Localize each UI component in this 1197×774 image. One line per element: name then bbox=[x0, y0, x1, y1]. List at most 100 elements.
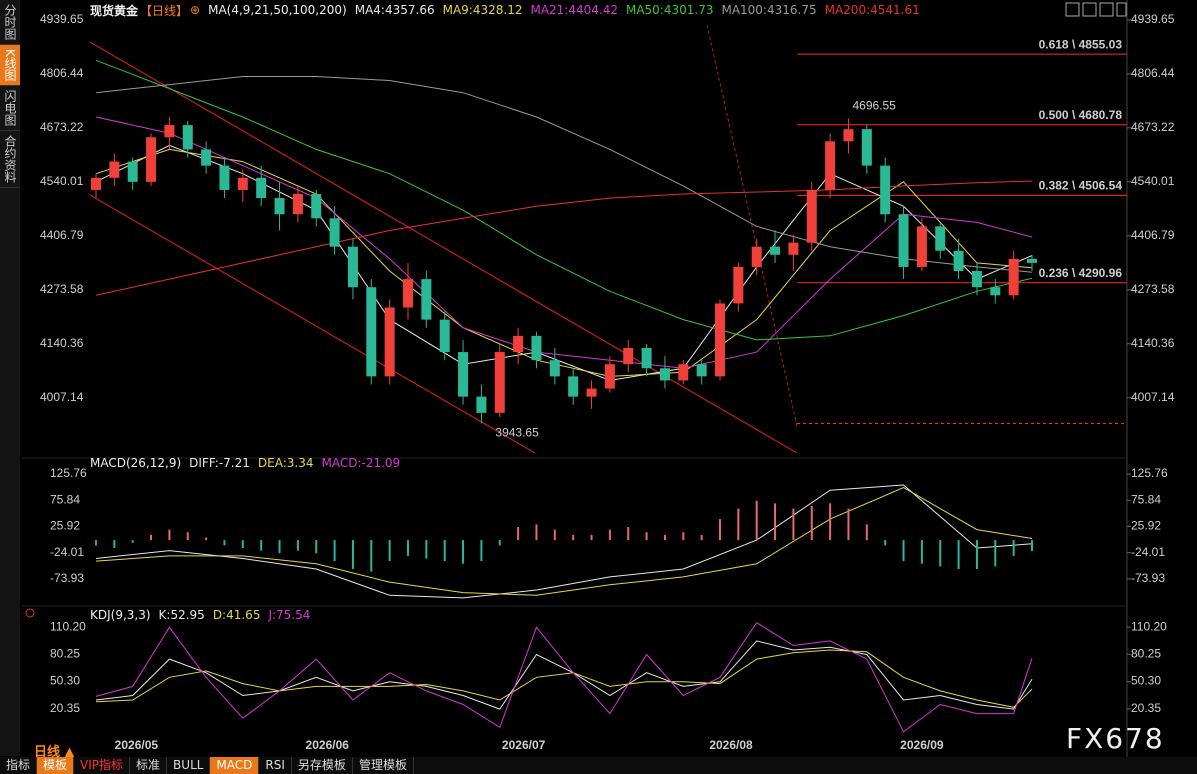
icon[interactable] bbox=[1116, 2, 1127, 17]
price-annotation: 4696.55 bbox=[852, 99, 896, 113]
toolbar-button[interactable]: 标准 bbox=[130, 757, 168, 774]
chart: 4007.14 4007.14 4140.36 4140.36 4273.58 4273.… bbox=[22, 0, 1175, 757]
sidebar-tab[interactable]: K线图 bbox=[0, 45, 20, 86]
indicator-line bbox=[95, 76, 1033, 273]
indicator-line bbox=[95, 649, 1033, 708]
y-tick-label: 4406.79 bbox=[40, 228, 84, 242]
readout: MA21:4404.42 bbox=[530, 3, 618, 17]
candle-body bbox=[146, 137, 157, 182]
candle-body bbox=[715, 303, 725, 377]
indicator-line bbox=[95, 484, 1033, 599]
x-tick-label: 2026/05 bbox=[115, 738, 159, 752]
y-tick-label: 4140.36 bbox=[1131, 336, 1175, 350]
toolbar-button[interactable]: 管理模板 bbox=[353, 757, 414, 774]
toolbar-button[interactable]: RSI bbox=[259, 757, 292, 774]
candle-body bbox=[751, 246, 762, 267]
candle-body bbox=[439, 319, 450, 353]
readout: MA4:4357.66 bbox=[354, 3, 435, 17]
readout: MA50:4301.73 bbox=[625, 3, 714, 17]
y-tick-label: 4806.44 bbox=[40, 66, 84, 80]
toolbar-button[interactable]: BULL bbox=[167, 757, 211, 774]
y-tick-label: 80.25 bbox=[1131, 646, 1161, 660]
candle-body bbox=[843, 129, 854, 142]
candle-body bbox=[384, 307, 395, 377]
candle-body bbox=[256, 177, 267, 199]
sidebar-tab[interactable]: 分时图 bbox=[0, 0, 20, 45]
candle-body bbox=[880, 165, 891, 215]
period[interactable]: 【日线】 bbox=[140, 3, 189, 18]
fib-label: 0.500 \ 4680.78 bbox=[1039, 108, 1123, 122]
icon[interactable] bbox=[1082, 2, 1097, 17]
y-tick-label: 4673.22 bbox=[40, 120, 84, 134]
candle-body bbox=[513, 335, 524, 353]
candle-body bbox=[1027, 258, 1037, 263]
watermark: FX678 bbox=[1066, 722, 1165, 755]
price-header: 现货黄金 【日线】 ⊕ MA(4,9,21,50,100,200) MA4:43… bbox=[90, 2, 920, 18]
candle-body bbox=[586, 388, 597, 397]
candle-body bbox=[971, 271, 982, 288]
y-tick-label: 4939.65 bbox=[1131, 12, 1175, 26]
candle-body bbox=[403, 279, 413, 308]
candle-body bbox=[990, 287, 1001, 296]
trend-line bbox=[89, 194, 536, 454]
candle-body bbox=[898, 214, 909, 267]
candle-body bbox=[568, 376, 579, 397]
fib-label: 0.618 \ 4855.03 bbox=[1039, 37, 1123, 51]
indicator-line bbox=[95, 640, 1033, 710]
fib-label: 0.382 \ 4506.54 bbox=[1039, 179, 1123, 193]
y-tick-label: 4273.58 bbox=[40, 282, 84, 296]
candle-body bbox=[458, 352, 469, 397]
settings-icon[interactable] bbox=[25, 608, 35, 618]
readout: J:75.54 bbox=[268, 608, 311, 622]
candle-body bbox=[825, 141, 836, 190]
toolbar-button[interactable]: 另存模板 bbox=[292, 757, 353, 774]
candle-body bbox=[806, 189, 817, 243]
candle-body bbox=[531, 335, 542, 361]
candle-body bbox=[366, 287, 377, 377]
y-tick-label: 4673.22 bbox=[1131, 120, 1175, 134]
y-tick-label: -24.01 bbox=[50, 545, 84, 559]
candle-body bbox=[770, 246, 781, 255]
candle-body bbox=[861, 129, 872, 166]
candle-body bbox=[421, 279, 432, 320]
candle-body bbox=[164, 125, 175, 138]
indicator-line bbox=[95, 148, 1033, 377]
sidebar-tab[interactable]: 合约资料 bbox=[0, 131, 20, 188]
toolbar-button[interactable]: 模板 bbox=[37, 757, 75, 774]
candle-body bbox=[641, 348, 652, 369]
readout: MA200:4541.61 bbox=[824, 3, 920, 17]
y-tick-label: 4140.36 bbox=[40, 336, 84, 350]
y-tick-label: 4540.01 bbox=[1131, 174, 1175, 188]
candle-body bbox=[347, 246, 358, 288]
y-tick-label: 4273.58 bbox=[1131, 282, 1175, 296]
add-icon[interactable]: ⊕ bbox=[190, 3, 201, 17]
icon[interactable] bbox=[1099, 2, 1114, 17]
candle-body bbox=[329, 218, 340, 247]
indicator-line bbox=[95, 116, 1033, 369]
candle-body bbox=[237, 177, 248, 190]
candle-body bbox=[127, 161, 138, 182]
indicator: MACD(26,12,9) bbox=[90, 456, 182, 470]
instrument: 现货黄金 bbox=[90, 3, 139, 18]
indicator: KDJ(9,3,3) bbox=[90, 608, 151, 622]
y-tick-label: 125.76 bbox=[50, 466, 87, 480]
sidebar-tab[interactable]: 闪电图 bbox=[0, 86, 20, 131]
candle-body bbox=[292, 193, 303, 215]
candle-body bbox=[476, 396, 487, 413]
candle-body bbox=[935, 226, 946, 251]
price-annotation: 3943.65 bbox=[495, 426, 539, 440]
candle-body bbox=[696, 364, 707, 377]
y-tick-label: 20.35 bbox=[1131, 701, 1161, 715]
icon[interactable] bbox=[1065, 2, 1080, 17]
candle-body bbox=[109, 161, 120, 178]
period-menu[interactable]: 日线 ▲ bbox=[34, 745, 75, 760]
toolbar-button[interactable]: VIP指标 bbox=[74, 757, 131, 774]
toolbar-button[interactable]: 指标 bbox=[0, 757, 38, 774]
y-tick-label: 80.25 bbox=[50, 646, 80, 660]
candle-body bbox=[201, 149, 212, 166]
fib-anchor bbox=[706, 24, 798, 427]
toolbar-button[interactable]: MACD bbox=[210, 757, 260, 774]
candle-body bbox=[678, 364, 689, 381]
candle-body bbox=[91, 177, 101, 190]
